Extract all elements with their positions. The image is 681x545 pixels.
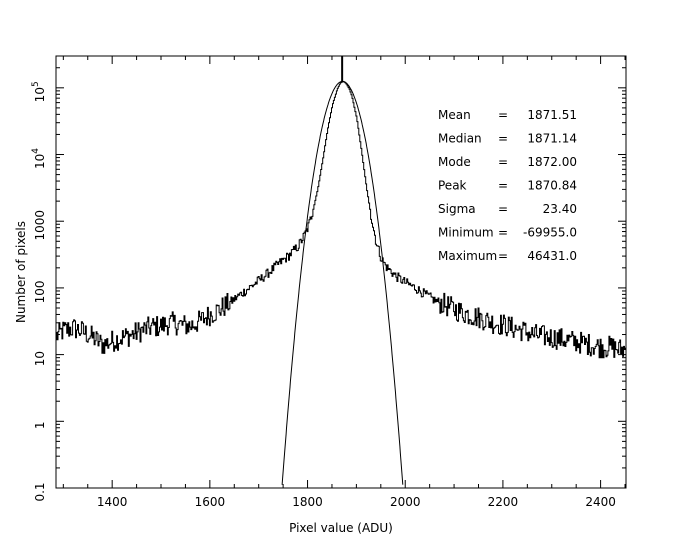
x-tick-label: 2200	[488, 495, 519, 509]
stat-name: Peak	[438, 179, 467, 193]
y-tick-label: 0.1	[33, 482, 47, 501]
major-ticks	[56, 56, 626, 489]
x-tick-label: 1600	[195, 495, 226, 509]
stat-equals-sign: =	[498, 108, 508, 122]
y-tick-label-base: 1	[33, 421, 47, 429]
stat-equals-sign: =	[498, 226, 508, 240]
stat-name: Minimum	[438, 226, 494, 240]
stat-equals-sign: =	[498, 179, 508, 193]
stat-value: 23.40	[543, 202, 577, 216]
x-tick-label: 2400	[585, 495, 616, 509]
gaussian-fit-series	[281, 80, 404, 485]
y-tick-label-base: 1000	[33, 210, 47, 241]
y-tick-label: 1	[33, 421, 47, 429]
series-group	[56, 56, 626, 485]
x-tick-label: 1400	[97, 495, 128, 509]
stat-name: Mean	[438, 108, 471, 122]
y-tick-label-base: 10	[33, 154, 47, 169]
y-tick-label: 100	[33, 280, 47, 303]
y-tick-label: 10	[33, 351, 47, 366]
plot-frame	[55, 55, 627, 489]
stat-value: -69955.0	[523, 226, 577, 240]
x-tick-label: 1800	[292, 495, 323, 509]
x-tick-label: 2000	[390, 495, 421, 509]
stat-name: Sigma	[438, 202, 476, 216]
stat-value: 1871.14	[527, 132, 577, 146]
stat-value: 46431.0	[527, 249, 577, 263]
y-tick-label: 1000	[33, 210, 47, 241]
stat-equals-sign: =	[498, 249, 508, 263]
stat-equals-sign: =	[498, 155, 508, 169]
stat-value: 1870.84	[527, 179, 577, 193]
statistics-box: Mean = 1871.51 Median = 1871.14 Mode = 1872.00 Pe…	[438, 108, 577, 263]
y-axis-title: Number of pixels	[14, 221, 28, 323]
y-tick-label-base: 10	[33, 87, 47, 102]
x-axis-title: Pixel value (ADU)	[289, 521, 393, 535]
y-tick-label-base: 0.1	[33, 482, 47, 501]
y-tick-label: 105	[31, 81, 47, 102]
stat-value: 1872.00	[527, 155, 577, 169]
minor-ticks	[56, 55, 626, 488]
y-tick-label-base: 10	[33, 351, 47, 366]
y-tick-label-exponent: 5	[31, 81, 41, 87]
stat-name: Mode	[438, 155, 471, 169]
stat-name: Median	[438, 132, 482, 146]
histogram-series	[56, 81, 626, 359]
stat-equals-sign: =	[498, 132, 508, 146]
stat-value: 1871.51	[527, 108, 577, 122]
stat-equals-sign: =	[498, 202, 508, 216]
y-tick-label: 104	[31, 148, 47, 169]
y-tick-label-exponent: 4	[31, 148, 41, 154]
x-tick-labels: 1400 1600 1800 2000 2200 2400	[97, 495, 616, 509]
y-tick-label-base: 100	[33, 280, 47, 303]
stat-name: Maximum	[438, 249, 497, 263]
